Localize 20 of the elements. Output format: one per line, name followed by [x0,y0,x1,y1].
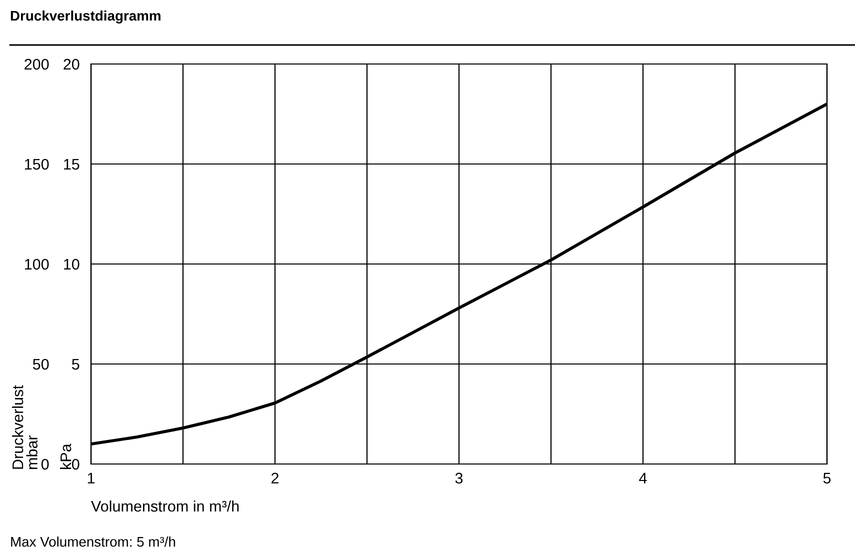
y-tick-label: 100 [25,258,49,270]
y2-tick-label: 0 [72,458,80,470]
chart-title: Druckverlustdiagramm [10,10,160,24]
y2-axis-title: kPa [60,444,72,469]
y-axis-title: Druckverlust mbar [12,385,38,469]
y2-tick-label: 20 [64,58,80,70]
y2-tick-label: 5 [72,359,80,370]
x-tick-label: 1 [88,472,95,484]
y-tick-label: 150 [25,158,49,170]
x-tick-label: 2 [272,472,278,484]
x-tick-label: 4 [639,472,647,484]
y-tick-label: 0 [41,458,49,470]
x-axis-title: Volumenstrom in m³/h [91,500,239,512]
y-tick-label: 50 [32,358,49,370]
y2-tick-label: 15 [64,159,80,170]
y2-tick-label: 10 [64,258,80,270]
x-tick-label: 3 [455,472,463,484]
y-tick-label: 200 [24,58,49,70]
text: Max Volumenstrom: 5 m³/h [11,536,176,547]
x-tick-label: 5 [823,472,831,484]
